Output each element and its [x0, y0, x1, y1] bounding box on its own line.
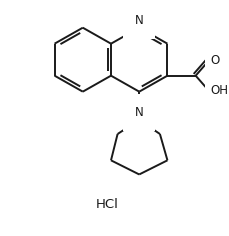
Text: HCl: HCl [96, 198, 119, 211]
Text: N: N [135, 106, 144, 119]
Text: N: N [135, 14, 144, 27]
Text: OH: OH [211, 84, 229, 97]
Text: O: O [211, 54, 220, 67]
